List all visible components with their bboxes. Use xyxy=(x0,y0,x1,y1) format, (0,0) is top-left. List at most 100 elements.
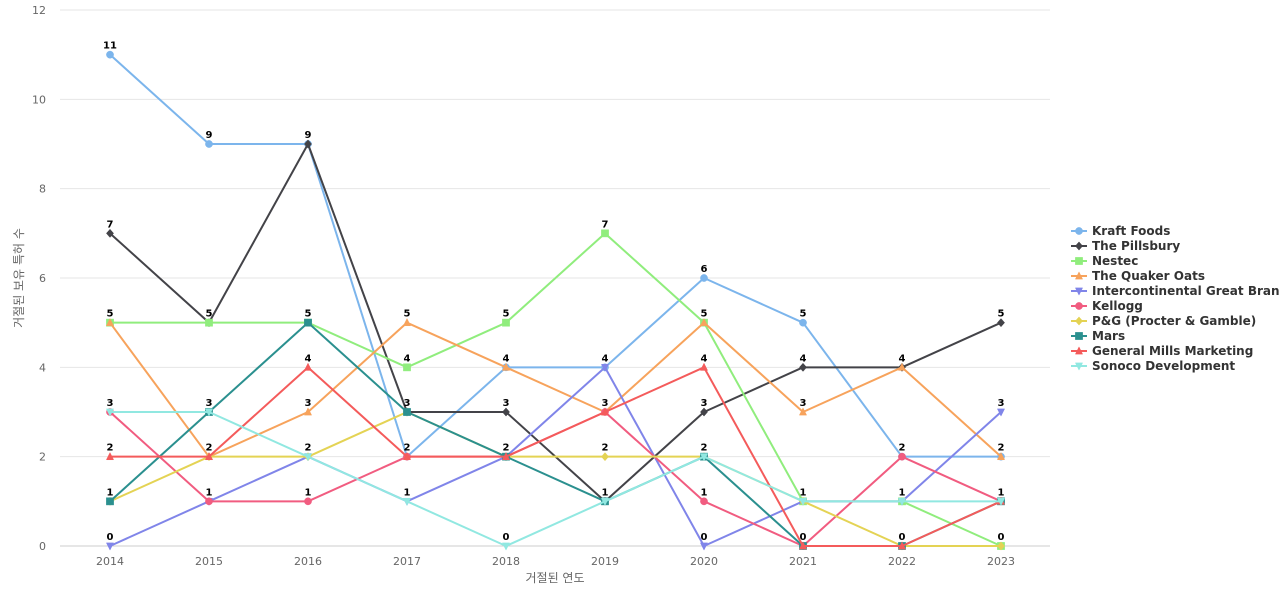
data-label: 4 xyxy=(404,353,411,364)
data-label: 1 xyxy=(800,487,807,498)
series-line xyxy=(110,366,1002,547)
legend-label: Mars xyxy=(1092,329,1125,343)
series-line xyxy=(109,411,1001,547)
y-tick-label: 2 xyxy=(39,451,46,464)
legend-marker xyxy=(1074,271,1084,280)
legend-label: General Mills Marketing xyxy=(1092,344,1253,358)
data-point xyxy=(700,274,708,282)
data-label: 1 xyxy=(206,487,213,498)
legend-marker xyxy=(1074,362,1084,371)
legend-item[interactable]: The Pillsbury xyxy=(1071,239,1180,253)
series-line xyxy=(109,53,1001,458)
data-label: 3 xyxy=(800,398,807,409)
data-point xyxy=(600,497,610,506)
data-point xyxy=(502,407,510,417)
legend-marker xyxy=(1075,227,1083,235)
data-label: 0 xyxy=(998,532,1005,543)
data-label: 4 xyxy=(800,353,807,364)
legend-marker xyxy=(1075,241,1083,251)
x-tick-label: 2020 xyxy=(690,555,718,568)
data-label: 3 xyxy=(503,398,510,409)
legend-item[interactable]: Mars xyxy=(1071,329,1125,343)
x-tick-label: 2021 xyxy=(789,555,817,568)
data-point xyxy=(501,362,511,371)
data-label: 0 xyxy=(107,532,114,543)
data-label: 1 xyxy=(899,487,906,498)
data-point xyxy=(205,318,213,327)
data-point xyxy=(304,318,312,327)
data-point xyxy=(699,362,709,371)
y-axis-ticks: 0 2 4 6 8 10 12 xyxy=(32,4,46,553)
data-point xyxy=(105,408,115,417)
legend-marker xyxy=(1075,302,1083,310)
data-point xyxy=(205,140,213,148)
data-point xyxy=(303,453,313,462)
data-label: 7 xyxy=(602,219,609,230)
data-point xyxy=(600,407,610,416)
data-point xyxy=(699,453,709,462)
legend-item[interactable]: General Mills Marketing xyxy=(1071,344,1253,358)
legend-item[interactable]: P&G (Procter & Gamble) xyxy=(1071,314,1256,328)
data-point xyxy=(997,318,1005,328)
data-point xyxy=(798,407,808,416)
data-point xyxy=(501,542,511,551)
data-point xyxy=(105,318,115,327)
data-point xyxy=(402,452,412,461)
data-label: 3 xyxy=(206,398,213,409)
data-point xyxy=(897,362,907,371)
legend-label: P&G (Procter & Gamble) xyxy=(1092,314,1256,328)
data-label: 1 xyxy=(602,487,609,498)
legend-item[interactable]: Sonoco Development xyxy=(1071,359,1235,373)
y-tick-label: 8 xyxy=(39,183,46,196)
data-point xyxy=(700,407,708,417)
data-point xyxy=(996,452,1006,461)
legend-item[interactable]: The Quaker Oats xyxy=(1071,269,1205,283)
data-label: 4 xyxy=(305,353,312,364)
legend-marker xyxy=(1074,287,1084,296)
series-kraft-foods xyxy=(106,50,1005,461)
data-point xyxy=(897,541,907,550)
data-point xyxy=(304,497,312,506)
y-tick-label: 12 xyxy=(32,4,46,17)
data-point xyxy=(600,363,610,372)
data-point xyxy=(798,541,808,550)
data-point xyxy=(996,408,1006,417)
legend-item[interactable]: Nestec xyxy=(1071,254,1138,268)
legend-label: The Quaker Oats xyxy=(1092,269,1205,283)
legend-item[interactable]: Kellogg xyxy=(1071,299,1143,313)
data-label: 1 xyxy=(701,487,708,498)
series-general-mills-marketing xyxy=(105,362,1006,550)
y-tick-label: 4 xyxy=(39,361,46,374)
data-label: 1 xyxy=(107,487,114,498)
data-point xyxy=(897,497,907,506)
legend-marker xyxy=(1075,332,1083,340)
data-label: 2 xyxy=(206,443,213,454)
data-point xyxy=(699,318,709,327)
legend-label: Kellogg xyxy=(1092,299,1143,313)
data-label: 5 xyxy=(305,309,312,320)
y-axis-title: 거절된 보유 특허 수 xyxy=(12,228,26,328)
data-label: 3 xyxy=(404,398,411,409)
legend-label: Sonoco Development xyxy=(1092,359,1235,373)
data-point xyxy=(996,497,1006,506)
data-label: 1 xyxy=(404,487,411,498)
data-point xyxy=(204,408,214,417)
y-tick-label: 10 xyxy=(32,93,46,106)
data-point xyxy=(105,452,115,461)
x-axis-title: 거절된 연도 xyxy=(525,571,584,585)
data-label: 2 xyxy=(404,443,411,454)
data-label: 3 xyxy=(701,398,708,409)
data-point xyxy=(303,407,313,416)
legend-label: Kraft Foods xyxy=(1092,224,1170,238)
data-point xyxy=(997,541,1005,551)
data-point xyxy=(601,229,609,238)
data-point xyxy=(403,363,411,372)
data-label: 0 xyxy=(899,532,906,543)
data-label: 4 xyxy=(701,353,708,364)
legend-item[interactable]: Intercontinental Great Brands xyxy=(1071,284,1280,298)
x-tick-label: 2017 xyxy=(393,555,421,568)
series-sonoco-development xyxy=(105,408,1006,551)
data-label: 3 xyxy=(602,398,609,409)
legend-item[interactable]: Kraft Foods xyxy=(1071,224,1170,238)
